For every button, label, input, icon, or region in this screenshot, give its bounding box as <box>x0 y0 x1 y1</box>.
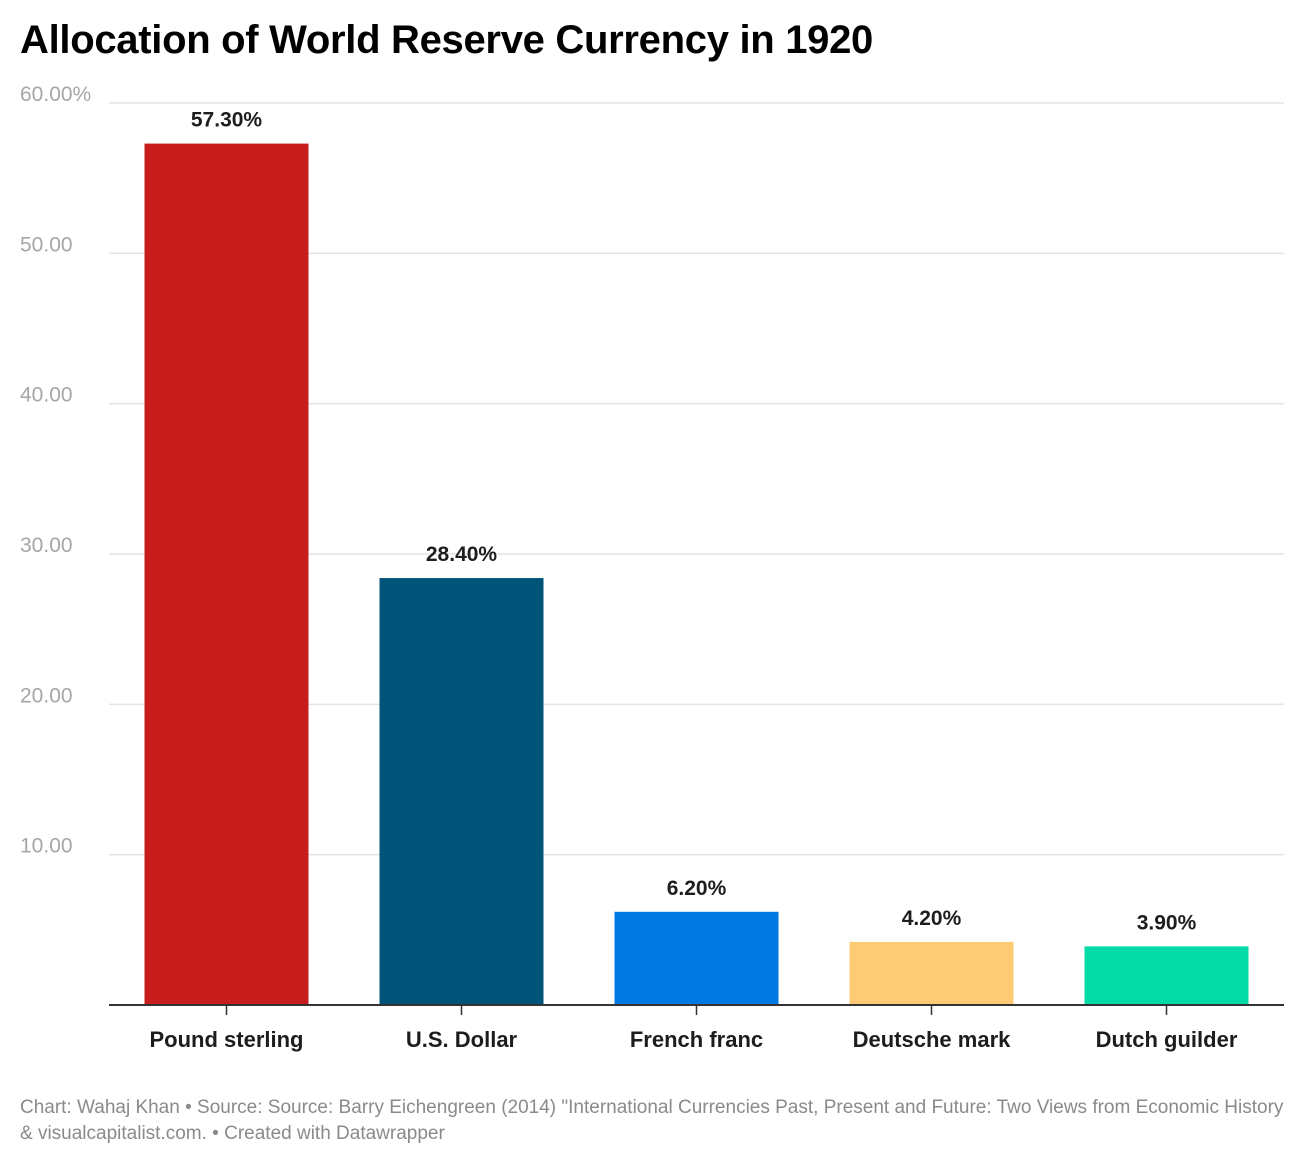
data-label: 6.20% <box>667 877 727 900</box>
bar <box>849 941 1014 1005</box>
y-tick-label: 50.00 <box>20 233 73 256</box>
x-tick-label: U.S. Dollar <box>406 1027 518 1052</box>
x-tick-label: Dutch guilder <box>1096 1027 1238 1052</box>
bar-chart: 10.00 20.00 30.00 40.00 50.00 60.00% 57.30% 28… <box>20 83 1284 1052</box>
x-tick-label: French franc <box>630 1027 763 1052</box>
y-tick-label: 60.00% <box>20 83 91 106</box>
bar <box>1084 946 1249 1005</box>
chart-title: Allocation of World Reserve Currency in … <box>20 18 873 62</box>
data-label: 28.40% <box>426 543 498 566</box>
chart-footer: Chart: Wahaj Khan • Source: Source: Barr… <box>20 1097 1284 1144</box>
x-tick-label: Deutsche mark <box>853 1027 1012 1052</box>
data-label: 4.20% <box>902 907 962 930</box>
data-label: 57.30% <box>191 109 263 132</box>
bar <box>144 143 309 1006</box>
y-tick-label: 10.00 <box>20 835 73 858</box>
x-tick-label: Pound sterling <box>150 1027 304 1052</box>
bars <box>144 143 1249 1006</box>
y-axis: 10.00 20.00 30.00 40.00 50.00 60.00% <box>20 83 91 858</box>
bar <box>379 578 544 1005</box>
y-tick-label: 30.00 <box>20 534 73 557</box>
x-axis: Pound sterling U.S. Dollar French franc Deu… <box>109 1004 1284 1052</box>
data-labels: 57.30% 28.40% 6.20% 4.20% 3.90% <box>191 109 1197 935</box>
data-label: 3.90% <box>1137 911 1197 934</box>
y-tick-label: 20.00 <box>20 684 73 707</box>
bar <box>614 911 779 1005</box>
y-tick-label: 40.00 <box>20 384 73 407</box>
